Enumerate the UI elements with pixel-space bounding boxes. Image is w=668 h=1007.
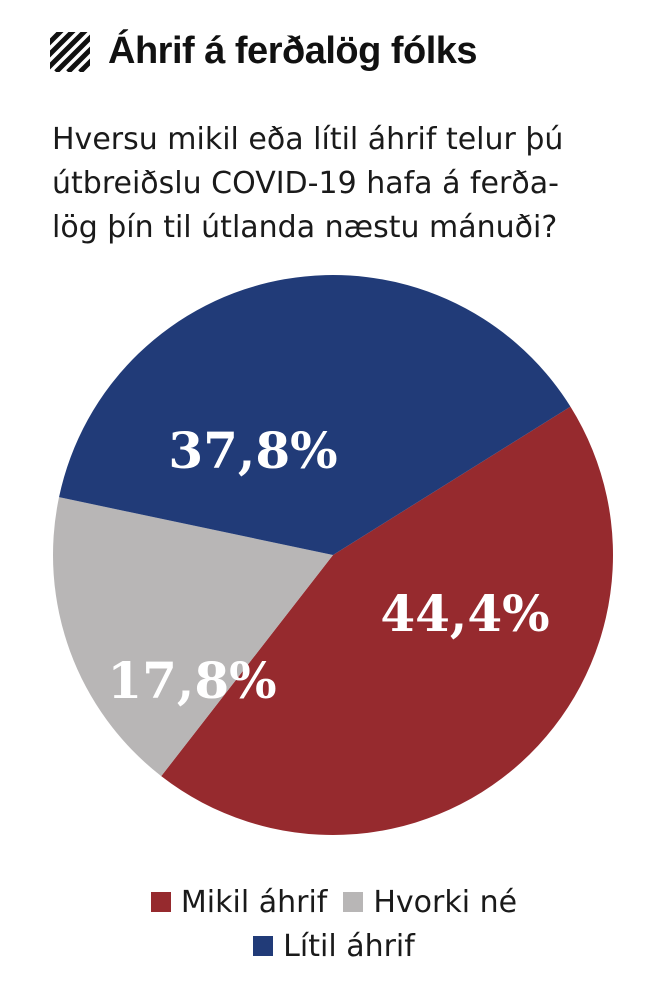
- legend-label: Lítil áhrif: [283, 928, 415, 964]
- legend-swatch: [343, 892, 364, 912]
- legend-item-hvorki: Hvorki né: [343, 885, 517, 920]
- slice-data-label: 44,4%: [380, 584, 549, 643]
- hatched-square-icon: [50, 31, 90, 72]
- chart-title: Áhrif á ferðalög fólks: [108, 30, 478, 72]
- legend-swatch: [253, 936, 274, 956]
- legend-item-mikil: Mikil áhrif: [150, 884, 328, 920]
- legend-item-litil: Lítil áhrif: [253, 929, 415, 964]
- chart-header: Áhrif á ferðalög fólks: [50, 30, 478, 73]
- chart-legend: Mikil áhrif Hvorki né Lítil áhrif: [0, 880, 668, 968]
- pie-slice: [53, 497, 334, 777]
- subtitle-line: útbreiðslu COVID-19 hafa á ferða-: [52, 166, 559, 201]
- legend-swatch: [150, 892, 171, 912]
- pie-slice: [161, 406, 614, 836]
- legend-label: Hvorki né: [373, 884, 518, 920]
- chart-subtitle: Hversu mikil eða lítil áhrif telur þú út…: [52, 118, 632, 250]
- pie-slice: [59, 274, 571, 555]
- subtitle-line: Hversu mikil eða lítil áhrif telur þú: [52, 122, 564, 157]
- subtitle-line: lög þín til útlanda næstu mánuði?: [52, 210, 558, 245]
- slice-data-label: 37,8%: [168, 421, 337, 480]
- legend-label: Mikil áhrif: [180, 884, 328, 920]
- slice-data-label: 17,8%: [107, 651, 276, 710]
